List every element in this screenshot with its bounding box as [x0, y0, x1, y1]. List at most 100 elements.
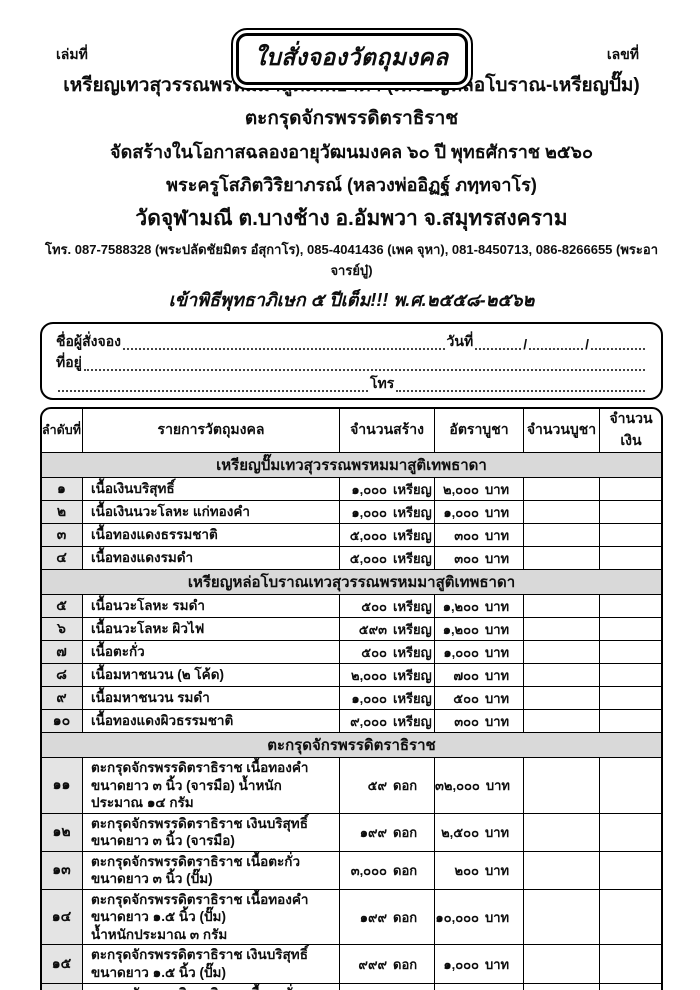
table-row: ๘ เนื้อมหาชนวน (๒ โค้ด) ๒,๐๐๐ เหรียญ ๗๐๐ บาท: [42, 663, 661, 687]
amount-input-cell[interactable]: [599, 640, 661, 664]
qty-made-unit: ดอก: [393, 777, 418, 793]
amount-input-cell[interactable]: [599, 982, 661, 990]
form-top-row: เล่มที่ ใบสั่งจองวัตถุมงคล เลขที่: [40, 0, 663, 90]
date-day-field[interactable]: [475, 348, 522, 350]
serial-no-label: เลขที่: [606, 46, 639, 62]
qty-order-input-cell[interactable]: [523, 850, 600, 890]
qty-order-input-cell[interactable]: [523, 709, 600, 733]
qty-made-value: ๕๙: [367, 777, 387, 793]
header-temple-address: วัดจุฬามณี ต.บางช้าง อ.อัมพวา จ.สมุทรสงค…: [135, 207, 568, 230]
price-cell: ๓๐๐ บาท: [434, 709, 524, 733]
table-row: ๕ เนื้อนวะโลหะ รมดำ ๕๐๐ เหรียญ ๑,๒๐๐ บาท: [42, 594, 661, 618]
qty-order-input-cell[interactable]: [523, 812, 600, 852]
row-index: ๑๕: [42, 944, 83, 984]
price-unit: บาท: [485, 713, 510, 729]
qty-made-unit: เหรียญ: [393, 527, 432, 543]
qty-made-value: ๑,๐๐๐: [351, 690, 387, 706]
qty-order-input-cell[interactable]: [523, 982, 600, 990]
qty-order-input-cell[interactable]: [523, 944, 600, 984]
amount-input-cell[interactable]: [599, 663, 661, 687]
row-index: ๓: [42, 523, 83, 547]
qty-order-input-cell[interactable]: [523, 477, 600, 501]
price-cell: ๓๐๐ บาท: [434, 523, 524, 547]
qty-made-cell: ๑,๐๐๐ เหรียญ: [339, 500, 435, 524]
row-index: ๑๑: [42, 757, 83, 814]
amount-input-cell[interactable]: [599, 709, 661, 733]
item-line1: เนื้อทองแดงธรรมชาติ: [91, 527, 218, 543]
title-badge: ใบสั่งจองวัตถุมงคล: [230, 28, 473, 90]
row-index: ๔: [42, 546, 83, 570]
amount-input-cell[interactable]: [599, 944, 661, 984]
item-description: เนื้อนวะโลหะ รมดำ: [82, 594, 340, 618]
price-unit: บาท: [485, 504, 510, 520]
qty-order-input-cell[interactable]: [523, 640, 600, 664]
amount-input-cell[interactable]: [599, 523, 661, 547]
qty-order-input-cell[interactable]: [523, 500, 600, 524]
date-month-field[interactable]: [529, 348, 584, 350]
amount-input-cell[interactable]: [599, 850, 661, 890]
table-row: ๑๑ ตะกรุดจักรพรรดิตราธิราช เนื้อทองคำ ขนาด…: [42, 757, 661, 814]
item-line1: เนื้อนวะโลหะ รมดำ: [91, 598, 205, 614]
price-cell: ๒,๐๐๐ บาท: [434, 477, 524, 501]
table-row: ๑ เนื้อเงินบริสุทธิ์ ๑,๐๐๐ เหรียญ ๒,๐๐๐ บาท: [42, 477, 661, 501]
item-description: เนื้อมหาชนวน (๒ โค้ด): [82, 663, 340, 687]
qty-made-value: ๕,๐๐๐: [349, 550, 387, 566]
amount-input-cell[interactable]: [599, 686, 661, 710]
header-ceremony-note: เข้าพิธีพุทธาภิเษก ๕ ปีเต็ม!!! พ.ศ.๒๕๕๘-…: [168, 290, 535, 310]
header-takrut-name: ตะกรุดจักรพรรดิตราธิราช: [244, 108, 459, 129]
qty-order-input-cell[interactable]: [523, 523, 600, 547]
customer-address-field[interactable]: [83, 369, 645, 371]
qty-order-input-cell[interactable]: [523, 888, 600, 946]
qty-made-unit: เหรียญ: [393, 690, 432, 706]
item-description: เนื้อนวะโลหะ ผิวไฟ: [82, 617, 340, 641]
amount-input-cell[interactable]: [599, 500, 661, 524]
price-unit: บาท: [485, 621, 510, 637]
qty-order-input-cell[interactable]: [523, 686, 600, 710]
qty-order-input-cell[interactable]: [523, 757, 600, 814]
header-phone-contacts: โทร. 087-7588328 (พระปลัดชัยมิตร อํสุกาโ…: [45, 242, 658, 278]
amount-input-cell[interactable]: [599, 757, 661, 814]
qty-made-cell: ๙๙๙ ดอก: [339, 944, 435, 984]
qty-made-unit: เหรียญ: [393, 481, 432, 497]
item-line1: ตะกรุดจักรพรรดิตราธิราช เงินบริสุทธิ์ ขน…: [91, 815, 308, 849]
qty-order-input-cell[interactable]: [523, 617, 600, 641]
customer-name-field[interactable]: [122, 348, 445, 350]
qty-made-cell: ๕๙๓ เหรียญ: [339, 617, 435, 641]
price-unit: บาท: [485, 481, 510, 497]
date-year-field[interactable]: [591, 348, 645, 350]
amount-input-cell[interactable]: [599, 888, 661, 946]
price-cell: ๕๐๐ บาท: [434, 686, 524, 710]
row-index: ๑๓: [42, 850, 83, 890]
section-title: เหรียญปั๊มเทวสุวรรณพรหมมาสูติเทพธาดา: [42, 452, 661, 478]
customer-phone-field[interactable]: [396, 390, 645, 392]
price-unit: บาท: [485, 527, 510, 543]
price-cell: ๓๐๐ บาท: [434, 546, 524, 570]
qty-made-cell: ๑,๐๐๐ เหรียญ: [339, 477, 435, 501]
row-index: ๑๖: [42, 982, 83, 990]
amount-input-cell[interactable]: [599, 477, 661, 501]
qty-made-unit: เหรียญ: [393, 713, 432, 729]
customer-address-field-2[interactable]: [58, 390, 368, 392]
qty-made-value: ๕๐๐: [361, 644, 387, 660]
amount-input-cell[interactable]: [599, 594, 661, 618]
qty-order-input-cell[interactable]: [523, 546, 600, 570]
customer-name-line: ชื่อผู้สั่งจอง วันที่ / /: [56, 332, 647, 353]
amount-input-cell[interactable]: [599, 617, 661, 641]
qty-made-unit: เหรียญ: [393, 621, 432, 637]
row-index: ๑๒: [42, 812, 83, 852]
section-header-row: ตะกรุดจักรพรรดิตราธิราช: [42, 732, 661, 758]
customer-phone-line: โทร: [56, 374, 647, 395]
order-table: ลำดับที่ รายการวัตถุมงคล จำนวนสร้าง อัตร…: [40, 407, 663, 990]
qty-made-unit: ดอก: [393, 909, 418, 925]
table-row: ๗ เนื้อตะกั่ว ๕๐๐ เหรียญ ๑,๐๐๐ บาท: [42, 640, 661, 664]
qty-made-value: ๑๙๙: [359, 909, 387, 925]
qty-order-input-cell[interactable]: [523, 594, 600, 618]
amount-input-cell[interactable]: [599, 812, 661, 852]
qty-made-unit: เหรียญ: [393, 598, 432, 614]
price-value: ๗๐๐: [453, 667, 479, 683]
price-value: ๒๐๐: [454, 862, 479, 878]
qty-made-value: ๕๐๐: [361, 598, 387, 614]
qty-order-input-cell[interactable]: [523, 663, 600, 687]
qty-made-value: ๑,๐๐๐: [351, 481, 387, 497]
amount-input-cell[interactable]: [599, 546, 661, 570]
